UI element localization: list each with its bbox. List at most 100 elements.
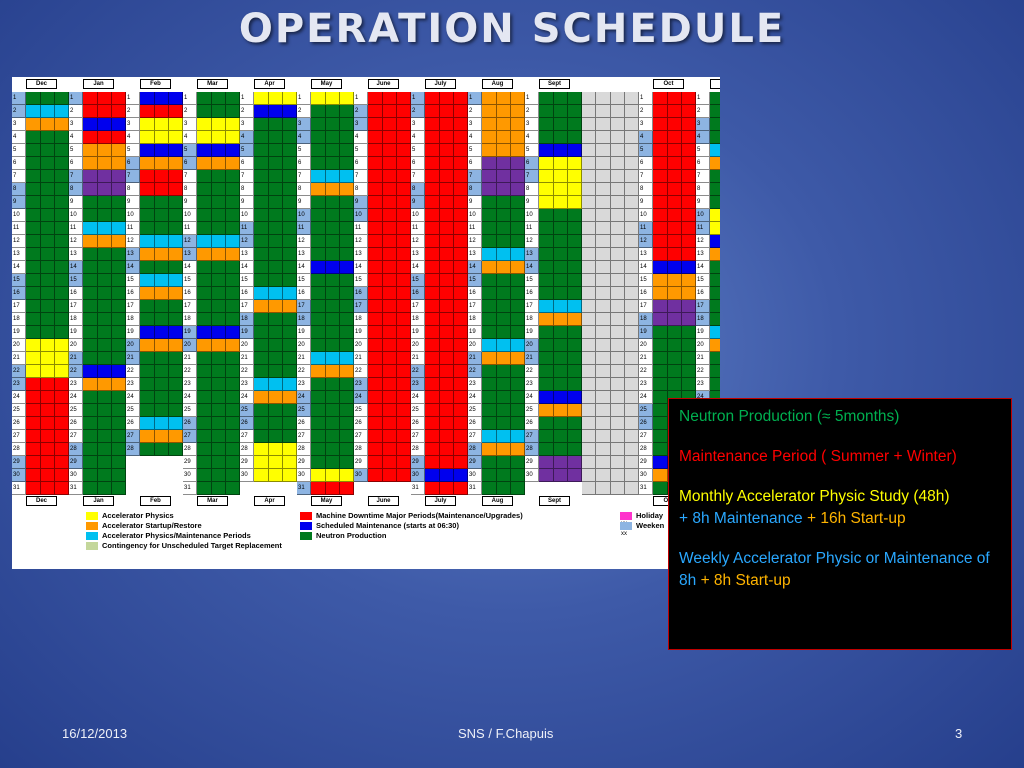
empty-cell — [140, 456, 155, 469]
schedule-cell — [225, 92, 240, 105]
day-number-cell: 13 — [411, 248, 426, 261]
schedule-cell — [111, 105, 126, 118]
schedule-cell — [54, 417, 69, 430]
schedule-cell — [553, 261, 568, 274]
schedule-cell — [325, 157, 340, 170]
schedule-cell — [439, 469, 454, 482]
schedule-cell — [710, 131, 720, 144]
day-number-cell: 26 — [468, 417, 483, 430]
day-number-cell: 11 — [411, 222, 426, 235]
schedule-cell — [311, 92, 326, 105]
schedule-cell — [211, 352, 226, 365]
schedule-cell — [197, 326, 212, 339]
schedule-cell — [539, 248, 554, 261]
day-number-cell: 17 — [126, 300, 141, 313]
schedule-cell — [168, 105, 183, 118]
schedule-cell — [311, 261, 326, 274]
gap-cell — [582, 339, 597, 352]
legend-swatch: xx — [620, 522, 632, 537]
day-number-cell: 26 — [525, 417, 540, 430]
schedule-cell — [510, 105, 525, 118]
schedule-cell — [83, 287, 98, 300]
schedule-cell — [325, 105, 340, 118]
schedule-cell — [211, 248, 226, 261]
schedule-cell — [282, 235, 297, 248]
schedule-cell — [396, 235, 411, 248]
schedule-cell — [254, 170, 269, 183]
day-number-cell: 10 — [126, 209, 141, 222]
schedule-cell — [539, 235, 554, 248]
schedule-cell — [667, 131, 682, 144]
empty-cell — [140, 469, 155, 482]
schedule-cell — [197, 365, 212, 378]
schedule-cell — [83, 261, 98, 274]
info-maintenance-period: Maintenance Period ( Summer + Winter) — [679, 448, 957, 465]
schedule-cell — [553, 235, 568, 248]
legend-swatch — [300, 522, 312, 530]
day-number-cell: 23 — [297, 378, 312, 391]
schedule-cell — [496, 430, 511, 443]
gap-cell — [582, 105, 597, 118]
schedule-cell — [140, 391, 155, 404]
schedule-cell — [211, 196, 226, 209]
schedule-cell — [553, 378, 568, 391]
schedule-cell — [311, 183, 326, 196]
schedule-cell — [325, 235, 340, 248]
gap-cell — [582, 391, 597, 404]
schedule-cell — [168, 170, 183, 183]
day-number-cell: 6 — [126, 157, 141, 170]
day-number-cell: 19 — [354, 326, 369, 339]
schedule-cell — [111, 183, 126, 196]
schedule-cell — [140, 365, 155, 378]
month-header-top: June — [368, 79, 399, 89]
month-header-bottom: Apr — [254, 496, 285, 506]
schedule-cell — [26, 183, 41, 196]
schedule-cell — [681, 118, 696, 131]
schedule-cell — [140, 235, 155, 248]
schedule-cell — [453, 105, 468, 118]
schedule-cell — [567, 157, 582, 170]
schedule-cell — [268, 105, 283, 118]
schedule-cell — [154, 222, 169, 235]
schedule-cell — [368, 326, 383, 339]
schedule-cell — [54, 339, 69, 352]
schedule-cell — [40, 417, 55, 430]
schedule-cell — [26, 430, 41, 443]
schedule-cell — [681, 144, 696, 157]
day-number-cell: 10 — [696, 209, 711, 222]
schedule-cell — [140, 352, 155, 365]
schedule-cell — [111, 313, 126, 326]
schedule-cell — [653, 287, 668, 300]
day-number-cell: 23 — [126, 378, 141, 391]
schedule-cell — [168, 274, 183, 287]
schedule-cell — [26, 482, 41, 495]
gap-cell — [596, 469, 611, 482]
gap-cell — [624, 300, 639, 313]
schedule-cell — [653, 443, 668, 456]
schedule-cell — [453, 443, 468, 456]
day-number-cell: 9 — [468, 196, 483, 209]
empty-cell — [140, 482, 155, 495]
schedule-cell — [453, 157, 468, 170]
schedule-cell — [425, 443, 440, 456]
schedule-cell — [439, 443, 454, 456]
schedule-cell — [482, 313, 497, 326]
day-number-cell: 20 — [126, 339, 141, 352]
schedule-cell — [40, 352, 55, 365]
day-number-cell: 18 — [240, 313, 255, 326]
schedule-cell — [225, 248, 240, 261]
gap-cell — [624, 261, 639, 274]
day-number-cell: 3 — [69, 118, 84, 131]
day-number-cell: 15 — [696, 274, 711, 287]
schedule-cell — [425, 417, 440, 430]
gap-cell — [624, 287, 639, 300]
schedule-cell — [40, 248, 55, 261]
schedule-cell — [111, 378, 126, 391]
schedule-cell — [197, 287, 212, 300]
gap-cell — [582, 261, 597, 274]
schedule-cell — [197, 170, 212, 183]
schedule-cell — [453, 456, 468, 469]
gap-cell — [610, 300, 625, 313]
day-number-cell: 18 — [297, 313, 312, 326]
day-number-cell: 25 — [639, 404, 654, 417]
